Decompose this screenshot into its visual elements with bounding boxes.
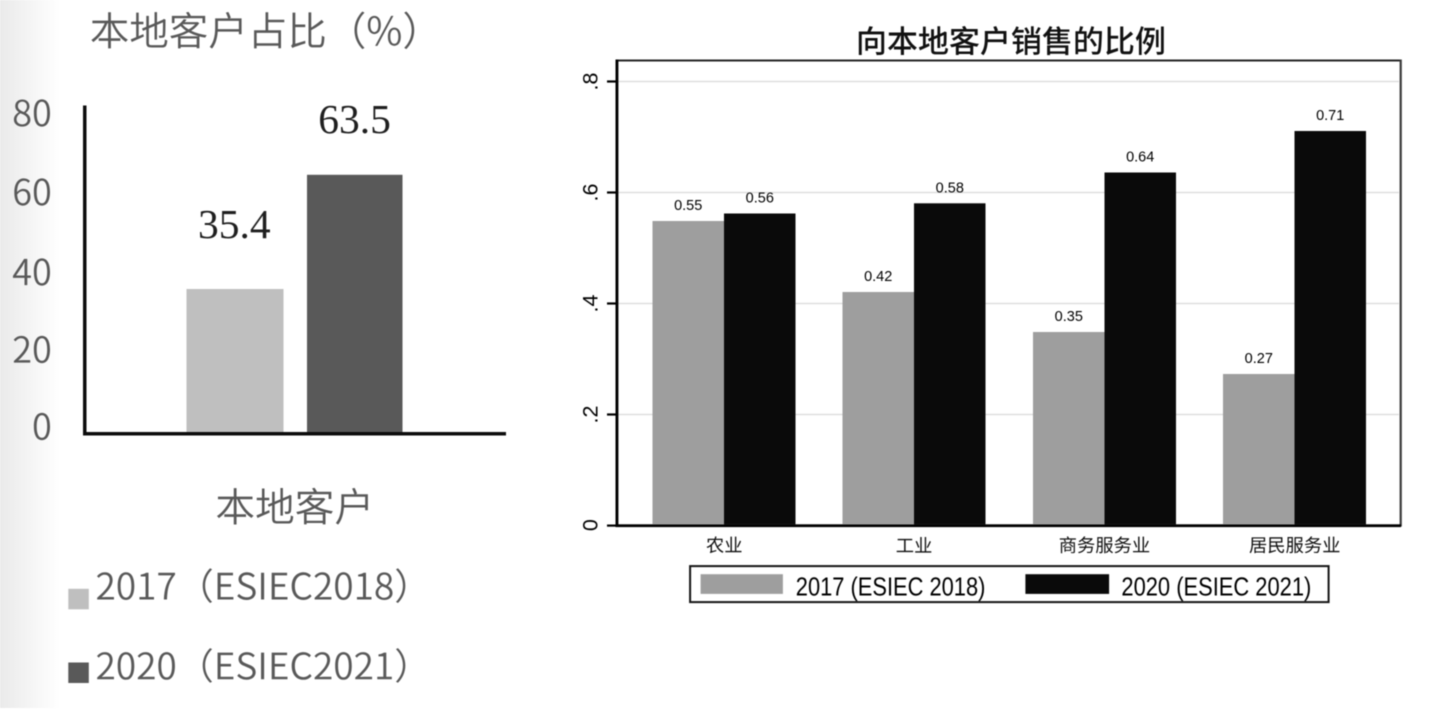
svg-text:.6: .6: [579, 183, 603, 201]
svg-text:2017 (ESIEC 2018): 2017 (ESIEC 2018): [796, 572, 986, 602]
svg-text:.2: .2: [579, 406, 603, 424]
svg-text:0.27: 0.27: [1245, 351, 1273, 367]
svg-text:35.4: 35.4: [198, 201, 271, 247]
svg-text:0.42: 0.42: [864, 269, 892, 285]
svg-text:0: 0: [579, 519, 603, 531]
svg-text:63.5: 63.5: [318, 96, 391, 142]
svg-text:0.58: 0.58: [936, 180, 964, 196]
svg-text:0.71: 0.71: [1316, 108, 1344, 124]
svg-text:0.55: 0.55: [674, 198, 702, 214]
svg-text:0.56: 0.56: [746, 191, 774, 207]
svg-text:0.35: 0.35: [1055, 309, 1083, 325]
svg-text:.4: .4: [579, 294, 603, 312]
svg-text:2020 (ESIEC 2021): 2020 (ESIEC 2021): [1121, 572, 1311, 602]
svg-text:0.64: 0.64: [1126, 150, 1154, 166]
svg-text:.8: .8: [579, 72, 603, 90]
